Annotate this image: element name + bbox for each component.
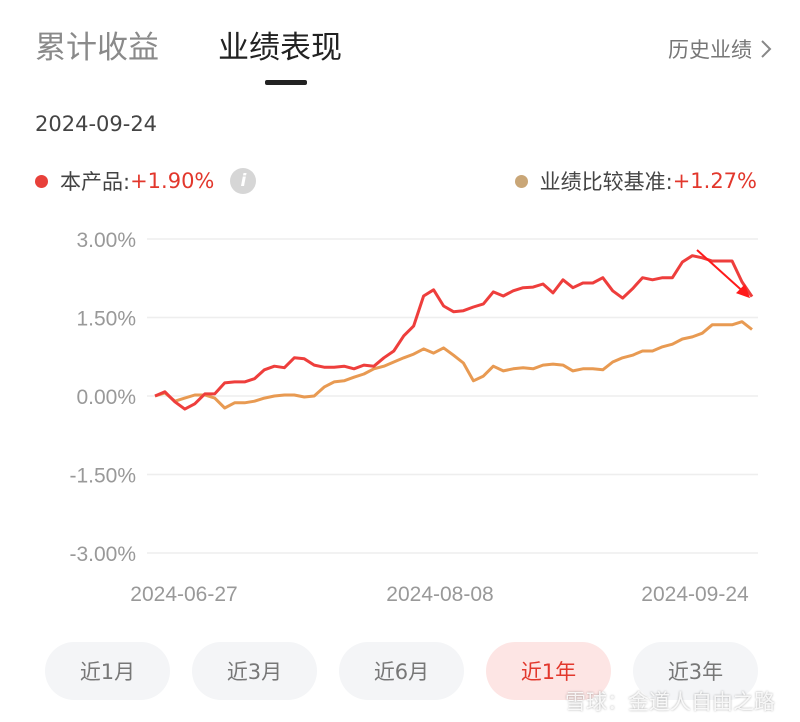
- annotation-arrowhead: [736, 284, 750, 299]
- history-label: 历史业绩: [668, 38, 752, 62]
- active-tab-indicator: [265, 80, 307, 85]
- benchmark-label: 业绩比较基准:: [539, 170, 673, 194]
- x-tick-label: 2024-09-24: [641, 583, 749, 606]
- legend-product: 本产品: +1.90% i: [35, 166, 257, 196]
- benchmark-dot-icon: [514, 174, 528, 188]
- benchmark-value: +1.27%: [672, 169, 757, 193]
- range-button-3y[interactable]: 近3年: [633, 642, 758, 700]
- y-tick-label: -3.00%: [69, 543, 136, 566]
- selected-date: 2024-09-24: [35, 112, 158, 136]
- info-icon[interactable]: i: [230, 168, 257, 194]
- x-tick-label: 2024-08-08: [386, 583, 493, 606]
- benchmark-line: [154, 320, 753, 410]
- annotation-arrow: [696, 249, 747, 295]
- chevron-right-icon: [761, 40, 772, 58]
- y-tick-label: 3.00%: [76, 229, 136, 252]
- x-tick-label: 2024-06-27: [130, 583, 237, 606]
- y-tick-label: 0.00%: [76, 386, 136, 409]
- y-tick-label: -1.50%: [69, 465, 136, 488]
- range-button-6m[interactable]: 近6月: [339, 642, 464, 700]
- product-line: [154, 254, 754, 411]
- range-button-1m[interactable]: 近1月: [45, 642, 170, 700]
- history-performance-link[interactable]: 历史业绩: [668, 34, 772, 64]
- product-dot-icon: [35, 174, 48, 188]
- tab-cumulative-return[interactable]: 累计收益: [35, 30, 159, 66]
- y-tick-label: 1.50%: [76, 308, 136, 331]
- range-button-3m[interactable]: 近3月: [192, 642, 317, 700]
- tab-performance[interactable]: 业绩表现: [218, 30, 342, 66]
- range-button-1y[interactable]: 近1年: [486, 642, 611, 700]
- product-value: +1.90%: [130, 169, 215, 193]
- legend-benchmark: 业绩比较基准: +1.27%: [514, 166, 757, 196]
- performance-chart[interactable]: 3.00% 1.50% 0.00% -1.50% -3.00% 2024-06-27 202…: [0, 190, 800, 610]
- watermark: 雪球：金道人自由之路: [565, 690, 775, 714]
- product-label: 本产品:: [60, 170, 131, 194]
